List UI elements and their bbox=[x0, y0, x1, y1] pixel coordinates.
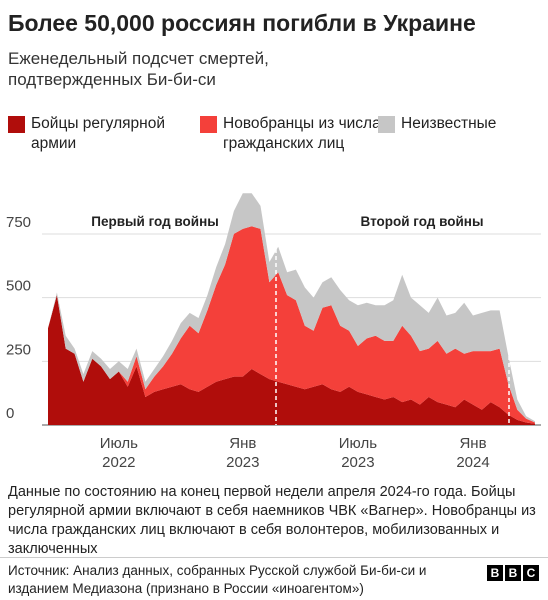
x-tick-label: Июль 2022 bbox=[99, 435, 138, 471]
legend-label: Неизвестные bbox=[401, 115, 497, 132]
x-tick-label: Янв 2023 bbox=[226, 435, 260, 471]
legend-swatch bbox=[200, 116, 217, 133]
area bbox=[48, 226, 535, 424]
chart: Первый год войны Второй год войны 0 250 50… bbox=[6, 193, 541, 426]
source: Источник: Анализ данных, собранных Русск… bbox=[8, 563, 427, 596]
y-tick-label: 250 bbox=[6, 341, 31, 358]
legend-swatch bbox=[8, 116, 25, 133]
y-axis: 0 250 500 750 bbox=[6, 214, 31, 422]
area bbox=[48, 193, 535, 423]
y-tick-label: 500 bbox=[6, 278, 31, 295]
separator bbox=[0, 557, 548, 558]
annotation: Первый год войны bbox=[91, 214, 219, 229]
logo: B B C bbox=[487, 565, 539, 581]
x-tick-label: Июль 2023 bbox=[338, 435, 378, 471]
logo-letter: B bbox=[505, 565, 521, 581]
areas bbox=[48, 193, 535, 425]
x-tick-label: Янв 2024 bbox=[456, 435, 490, 471]
area bbox=[48, 295, 535, 425]
chart-title: Более 50,000 россиян погибли в Украине bbox=[8, 10, 476, 36]
chart-subtitle: Еженедельный подсчет смертей, подтвержде… bbox=[8, 49, 269, 89]
y-tick-label: 750 bbox=[6, 214, 31, 231]
annotation: Второй год войны bbox=[361, 214, 484, 229]
logo-letter: B bbox=[487, 565, 503, 581]
logo-letter: C bbox=[523, 565, 539, 581]
legend-swatch bbox=[378, 116, 395, 133]
notes: Данные по состоянию на конец первой неде… bbox=[8, 484, 536, 557]
y-tick-label: 0 bbox=[6, 405, 14, 422]
legend-label: Бойцы регулярной армии bbox=[31, 115, 165, 152]
legend-label: Новобранцы из числа гражданских лиц bbox=[223, 115, 381, 152]
